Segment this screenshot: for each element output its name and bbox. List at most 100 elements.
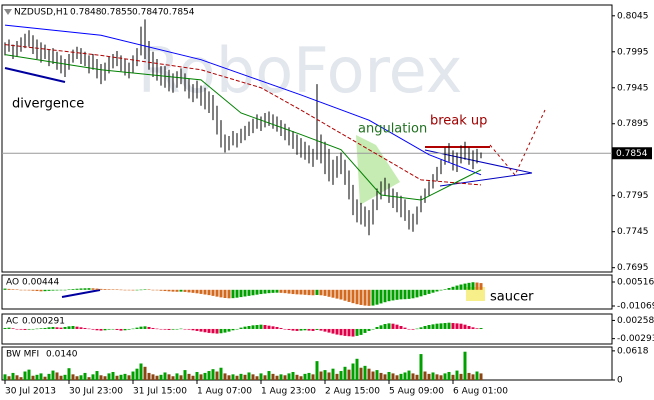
- histogram-bar: [83, 372, 87, 380]
- histogram-bar: [127, 328, 131, 330]
- x-tick-label: 5 Aug 09:00: [389, 387, 444, 397]
- histogram-bar: [127, 375, 131, 380]
- histogram-bar: [99, 288, 103, 290]
- histogram-bar: [63, 326, 67, 329]
- histogram-bar: [311, 289, 315, 296]
- histogram-bar: [239, 327, 243, 329]
- histogram-bar: [411, 328, 415, 330]
- histogram-bar: [375, 370, 379, 380]
- histogram-bar: [451, 323, 455, 329]
- y-tick-label: 0.7745: [617, 227, 649, 237]
- x-tick-label: 30 Jul 23:00: [69, 387, 123, 397]
- histogram-bar: [43, 327, 47, 329]
- triangle-line: [424, 149, 533, 174]
- histogram-bar: [343, 328, 347, 336]
- histogram-bar: [331, 368, 335, 380]
- histogram-bar: [427, 373, 431, 380]
- indicator-value: 0.00444: [22, 278, 59, 288]
- histogram-bar: [187, 328, 191, 330]
- histogram-bar: [359, 367, 363, 380]
- histogram-bar: [419, 327, 423, 329]
- histogram-bar: [363, 289, 367, 306]
- histogram-bar: [395, 324, 399, 329]
- histogram-bar: [399, 289, 403, 300]
- histogram-bar: [323, 370, 327, 380]
- histogram-bar: [471, 282, 475, 290]
- histogram-bar: [183, 289, 187, 292]
- y-tick-label: 0.7945: [617, 83, 649, 93]
- histogram-bar: [363, 328, 367, 333]
- histogram-bar: [99, 328, 103, 331]
- histogram-bar: [71, 289, 75, 290]
- histogram-bar: [239, 373, 243, 380]
- histogram-bar: [103, 376, 107, 380]
- histogram-bar: [407, 289, 411, 299]
- histogram-bar: [267, 325, 271, 329]
- moving-average: [4, 24, 482, 176]
- histogram-bar: [151, 327, 155, 329]
- histogram-bar: [111, 328, 115, 330]
- histogram-bar: [139, 363, 143, 380]
- histogram-bar: [231, 328, 235, 331]
- histogram-bar: [327, 289, 331, 297]
- histogram-bar: [211, 289, 215, 296]
- histogram-bar: [271, 289, 275, 293]
- histogram-bar: [319, 289, 323, 296]
- histogram-bar: [467, 282, 471, 290]
- histogram-bar: [211, 369, 215, 380]
- histogram-bar: [403, 289, 407, 300]
- histogram-bar: [11, 328, 15, 329]
- y-tick-label: 0.7695: [617, 263, 649, 273]
- histogram-bar: [43, 289, 47, 292]
- panel-frame: [1, 4, 613, 273]
- histogram-bar: [67, 289, 71, 290]
- histogram-bar: [71, 325, 75, 329]
- histogram-bar: [123, 328, 127, 331]
- histogram-bar: [415, 289, 419, 298]
- y-tick-label: 0.8045: [617, 11, 649, 21]
- histogram-bar: [119, 374, 123, 380]
- histogram-bar: [235, 375, 239, 380]
- histogram-bar: [407, 328, 411, 330]
- histogram-bar: [283, 375, 287, 380]
- histogram-bar: [463, 283, 467, 290]
- histogram-bar: [119, 328, 123, 331]
- price-label: 0.7854: [616, 149, 648, 159]
- histogram-bar: [127, 289, 131, 291]
- histogram-bar: [283, 289, 287, 294]
- histogram-bar: [351, 363, 355, 380]
- chart-title: NZDUSD,H1: [14, 8, 68, 18]
- histogram-bar: [147, 326, 151, 329]
- histogram-bar: [79, 288, 83, 290]
- histogram-bar: [91, 328, 95, 330]
- histogram-bar: [335, 289, 339, 299]
- histogram-bar: [367, 289, 371, 306]
- histogram-bar: [443, 289, 447, 290]
- histogram-bar: [103, 328, 107, 331]
- histogram-bar: [167, 328, 171, 330]
- y-tick-label: 0.7795: [617, 191, 649, 201]
- histogram-bar: [459, 284, 463, 290]
- histogram-bar: [95, 371, 99, 380]
- histogram-bar: [195, 328, 199, 331]
- histogram-bar: [31, 289, 35, 291]
- histogram-bar: [27, 328, 31, 330]
- histogram-bar: [63, 289, 67, 291]
- y-tick-label: 0.7995: [617, 47, 649, 57]
- histogram-bar: [47, 373, 51, 380]
- x-tick-label: 1 Aug 07:00: [197, 387, 252, 397]
- histogram-bar: [439, 289, 443, 291]
- histogram-bar: [219, 289, 223, 298]
- histogram-bar: [455, 285, 459, 290]
- histogram-bar: [443, 323, 447, 329]
- histogram-bar: [227, 328, 231, 332]
- histogram-bar: [199, 328, 203, 332]
- histogram-bar: [39, 289, 43, 292]
- histogram-bar: [99, 375, 103, 380]
- histogram-bar: [123, 289, 127, 291]
- panel-frame: [1, 346, 613, 381]
- histogram-bar: [243, 374, 247, 380]
- histogram-bar: [379, 325, 383, 329]
- histogram-bar: [143, 366, 147, 380]
- histogram-bar: [215, 328, 219, 334]
